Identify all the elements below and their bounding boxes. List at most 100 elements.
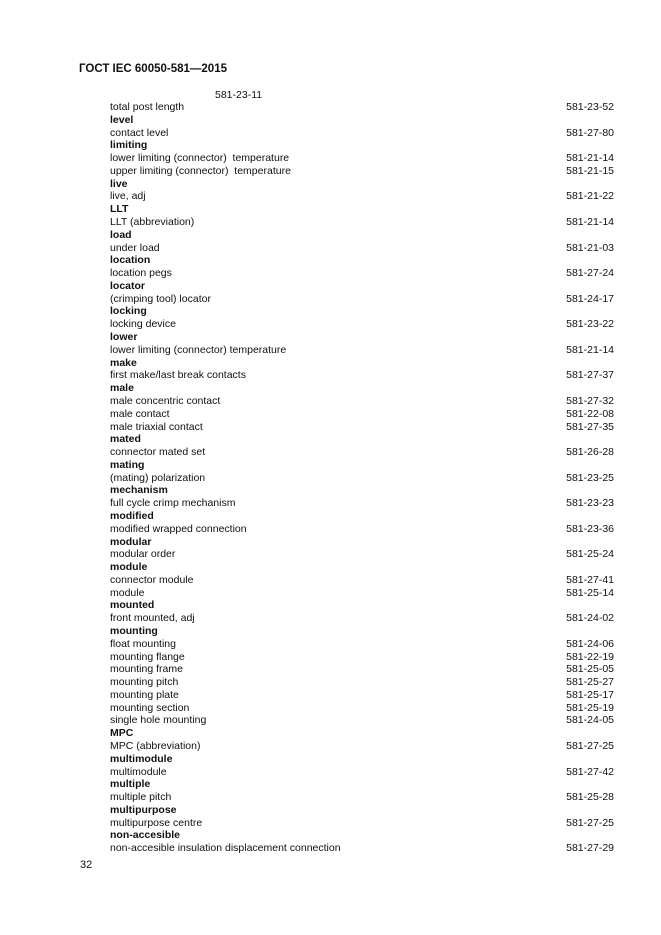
entry-term: multiple [110,778,151,791]
index-keyword: multipurpose [110,804,614,817]
entry-term: full cycle crimp mechanism [110,497,236,510]
entry-reference: 581-24-05 [566,714,614,727]
index-keyword: locking [110,305,614,318]
index-entry: upper limiting (connector) temperature 58… [110,165,614,178]
entry-term: MPC (abbreviation) [110,740,201,752]
entry-term: mounting frame [110,663,183,676]
entry-term: load [110,228,132,241]
entry-reference: 581-25-24 [566,548,614,561]
entry-term: upper limiting (connector) temperature [110,164,291,177]
index-entry: mounting flange 581-22-19 [110,651,614,664]
entry-term: mounting plate [110,688,179,701]
index-keyword: module [110,561,614,574]
index-entry: non-accesible insulation displacement co… [110,842,614,855]
entry-term: mounted [110,599,155,612]
index-entry: mounting frame 581-25-05 [110,663,614,676]
entry-term: under load [110,241,160,254]
entry-term: limiting [110,139,148,152]
entry-term: module [110,561,148,574]
index-entry: full cycle crimp mechanism 581-23-23 [110,497,614,510]
entry-term: multipurpose centre [110,816,203,829]
entry-term: locking [110,305,147,318]
index-keyword: load [110,229,614,242]
index-entry: mounting pitch 581-25-27 [110,676,614,689]
entry-term: (mating) polarization [110,471,206,484]
index-entry: total post length 581-23-52 [110,101,614,114]
entry-reference: 581-25-17 [566,688,614,701]
entry-term: lower limiting (connector) temperature [110,343,287,356]
index-entry: modular order 581-25-24 [110,548,614,561]
entry-reference: 581-27-29 [566,842,614,855]
entry-reference: 581-22-08 [566,407,614,420]
entry-term: mating [110,458,145,471]
entry-term: MPC [110,727,134,740]
entry-term: modular order [110,548,176,561]
index-entry: front mounted, adj 581-24-02 [110,612,614,625]
index-entry: (mating) polarization 581-23-25 [110,472,614,485]
entry-term: multiple pitch [110,791,172,804]
entry-reference: 581-25-28 [566,791,614,804]
index-entry: multimodule 581-27-42 [110,766,614,779]
entry-reference: 581-21-14 [566,343,614,356]
entry-reference: 581-27-32 [566,394,614,407]
entry-term: float mounting [110,637,176,650]
entry-term: front mounted, adj [110,612,195,625]
entry-term: multimodule [110,752,173,765]
entry-term: module [110,586,145,599]
entry-reference: 581-27-25 [566,816,614,829]
index-keyword: mechanism [110,484,614,497]
index-keyword: limiting [110,139,614,152]
entry-term: non-accesible insulation displacement co… [110,842,341,855]
entry-reference: 581-21-03 [566,241,614,254]
index-entry: contact level 581-27-80 [110,127,614,140]
index-entry: connector mated set 581-26-28 [110,446,614,459]
index-keyword: mated [110,433,614,446]
entry-reference: 581-25-27 [566,676,614,689]
index-entry: male triaxial contact 581-27-35 [110,421,614,434]
index-entry: male contact 581-22-08 [110,408,614,421]
index-entry: mounting section 581-25-19 [110,702,614,715]
entry-reference: 581-25-05 [566,663,614,676]
entry-reference: 581-21-14 [566,152,614,165]
index-entry: module 581-25-14 [110,587,614,600]
entry-term: mechanism [110,484,168,497]
entry-term: locator [110,279,146,292]
entry-term: male triaxial contact [110,420,203,433]
entry-term: male [110,382,134,395]
entry-reference: 581-21-15 [566,164,614,177]
entry-reference: 581-25-14 [566,586,614,599]
entry-reference: 581-27-35 [566,420,614,433]
entry-reference: 581-27-37 [566,369,614,382]
index-keyword: lower [110,331,614,344]
entry-term: contact level [110,126,169,139]
entry-term: non-accesible [110,829,181,842]
continuation-reference: 581-23-11 [215,89,263,101]
index-keyword: modified [110,510,614,523]
index-entry: live, adj 581-21-22 [110,190,614,203]
entry-term: total post length [110,101,185,113]
index-keyword: mounting [110,625,614,638]
entry-reference: 581-24-02 [566,612,614,625]
index-entry: (crimping tool) locator 581-24-17 [110,293,614,306]
index-entry: under load 581-21-03 [110,242,614,255]
index-keyword: male [110,382,614,395]
index-keyword: non-accesible [110,829,614,842]
index-entry: MPC (abbreviation) 581-27-25 [110,740,614,753]
entry-term: male concentric contact [110,394,221,407]
index-keyword: make [110,357,614,370]
entry-term: location pegs [110,267,172,280]
index-entry: modified wrapped connection 581-23-36 [110,523,614,536]
entry-reference: 581-23-22 [566,318,614,331]
entry-term: mounting section [110,701,190,714]
entry-term: mounting flange [110,650,185,663]
entry-term: live, adj [110,190,146,203]
document-header: ГОСТ IEC 60050-581—2015 [79,63,227,75]
index-keyword: modular [110,536,614,549]
entry-term: modular [110,535,152,548]
index-entry: float mounting 581-24-06 [110,638,614,651]
entry-term: level [110,113,134,126]
entry-term: LLT [110,203,129,216]
index-entry: multiple pitch 581-25-28 [110,791,614,804]
entry-reference: 581-25-19 [566,701,614,714]
index-entry: male concentric contact 581-27-32 [110,395,614,408]
